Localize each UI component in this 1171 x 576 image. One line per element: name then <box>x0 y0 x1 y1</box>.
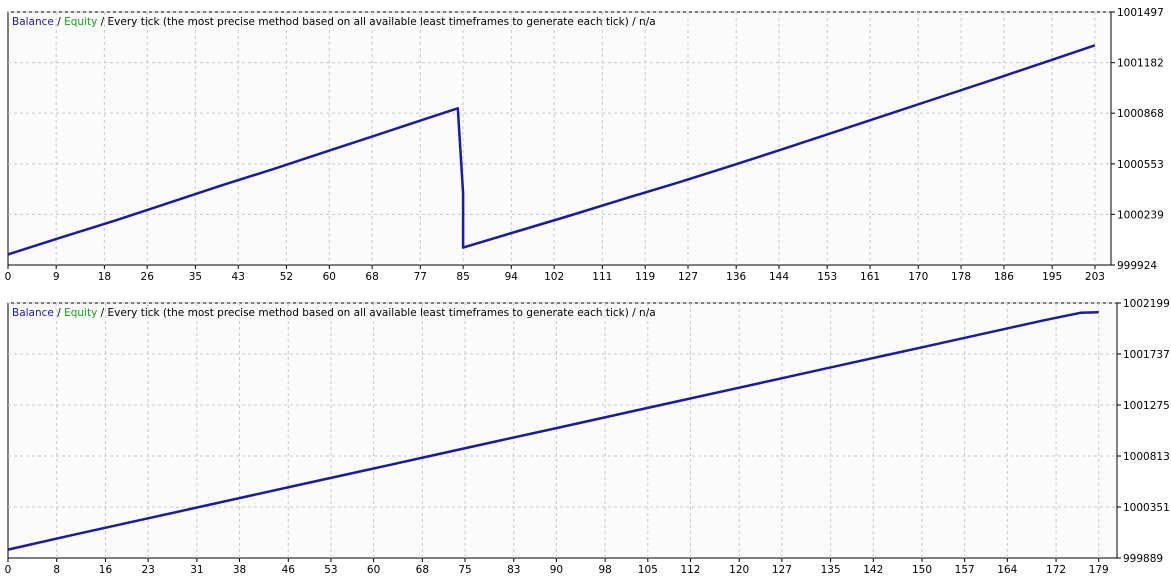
y-tick-label: 1002199 <box>1123 298 1170 310</box>
x-tick-label: 102 <box>544 271 564 283</box>
x-tick-label: 60 <box>367 564 380 576</box>
x-tick-label: 142 <box>863 564 883 576</box>
x-tick-label: 111 <box>592 271 612 283</box>
x-tick-label: 105 <box>638 564 658 576</box>
x-tick-label: 120 <box>729 564 749 576</box>
x-tick-label: 178 <box>951 271 971 283</box>
x-tick-label: 150 <box>912 564 932 576</box>
balance-chart-bottom: 0 8 16 23 31 38 46 53 60 68 75 83 90 98 105 112 120 127 13… <box>0 295 1171 576</box>
x-tick-label: 144 <box>769 271 789 283</box>
y-tick-label: 999924 <box>1117 260 1157 272</box>
balance-line <box>7 44 1096 256</box>
x-tick-label: 136 <box>726 271 746 283</box>
legend-separator: / <box>54 16 64 28</box>
x-tick-label: 38 <box>233 564 246 576</box>
x-tick-label: 23 <box>141 564 154 576</box>
x-tick-label: 119 <box>635 271 655 283</box>
legend-test-mode-text: / Every tick (the most precise method ba… <box>97 16 655 28</box>
plot-area <box>7 11 1112 266</box>
x-tick-label: 135 <box>821 564 841 576</box>
legend-balance-label: Balance <box>12 16 54 28</box>
x-tick-label: 0 <box>5 271 12 283</box>
x-tick-label: 195 <box>1042 271 1062 283</box>
x-tick-label: 157 <box>955 564 975 576</box>
x-tick-label: 127 <box>678 271 698 283</box>
x-tick-label: 77 <box>414 271 427 283</box>
x-tick-label: 179 <box>1089 564 1109 576</box>
x-tick-label: 43 <box>232 271 245 283</box>
x-tick-label: 53 <box>324 564 337 576</box>
x-tick-label: 112 <box>680 564 700 576</box>
x-tick-label: 35 <box>189 271 202 283</box>
x-tick-label: 172 <box>1046 564 1066 576</box>
legend-equity-label: Equity <box>64 16 97 28</box>
x-tick-label: 18 <box>98 271 111 283</box>
legend-equity-label: Equity <box>64 307 97 319</box>
x-tick-label: 52 <box>280 271 293 283</box>
x-tick-label: 8 <box>53 564 60 576</box>
x-tick-label: 9 <box>53 271 60 283</box>
x-tick-label: 26 <box>141 271 155 283</box>
x-tick-label: 161 <box>860 271 880 283</box>
x-tick-label: 164 <box>997 564 1017 576</box>
x-tick-label: 60 <box>323 271 336 283</box>
x-tick-label: 75 <box>458 564 471 576</box>
x-tick-label: 94 <box>505 271 519 283</box>
chart-svg-bottom: 0 8 16 23 31 38 46 53 60 68 75 83 90 98 105 112 120 127 13… <box>5 298 1170 576</box>
y-tick-label: 1001275 <box>1123 400 1170 412</box>
x-tick-label: 0 <box>5 564 12 576</box>
x-tick-label: 68 <box>416 564 429 576</box>
y-tick-label: 1001497 <box>1117 7 1164 19</box>
x-tick-label: 46 <box>282 564 296 576</box>
x-tick-label: 31 <box>190 564 203 576</box>
x-tick-label: 203 <box>1085 271 1105 283</box>
chart-header: Balance / Equity / Every tick (the most … <box>12 307 656 319</box>
x-tick-label: 16 <box>99 564 113 576</box>
chart-header: Balance / Equity / Every tick (the most … <box>12 16 656 28</box>
y-tick-label: 1000239 <box>1117 209 1164 221</box>
chart-svg-top: 0 9 18 26 35 43 52 60 68 77 85 94 102 111 119 127 136 144… <box>5 7 1164 283</box>
x-tick-label: 127 <box>772 564 792 576</box>
x-tick-label: 83 <box>507 564 520 576</box>
x-tick-label: 98 <box>598 564 611 576</box>
y-tick-label: 999889 <box>1123 553 1163 565</box>
x-tick-label: 85 <box>456 271 469 283</box>
x-tick-label: 68 <box>365 271 378 283</box>
x-tick-label: 90 <box>550 564 563 576</box>
y-tick-label: 1000351 <box>1123 502 1170 514</box>
y-tick-label: 1000868 <box>1117 108 1164 120</box>
legend-balance-label: Balance <box>12 307 54 319</box>
y-tick-label: 1000553 <box>1117 159 1164 171</box>
x-tick-label: 153 <box>817 271 837 283</box>
y-tick-label: 1000813 <box>1123 451 1170 463</box>
x-tick-label: 186 <box>994 271 1014 283</box>
x-tick-label: 170 <box>908 271 928 283</box>
balance-line <box>7 311 1099 551</box>
y-tick-label: 1001182 <box>1117 58 1164 70</box>
balance-chart-top: 0 9 18 26 35 43 52 60 68 77 85 94 102 111 119 127 136 144… <box>0 0 1171 287</box>
legend-separator: / <box>54 307 64 319</box>
y-tick-label: 1001737 <box>1123 349 1170 361</box>
legend-test-mode-text: / Every tick (the most precise method ba… <box>97 307 655 319</box>
